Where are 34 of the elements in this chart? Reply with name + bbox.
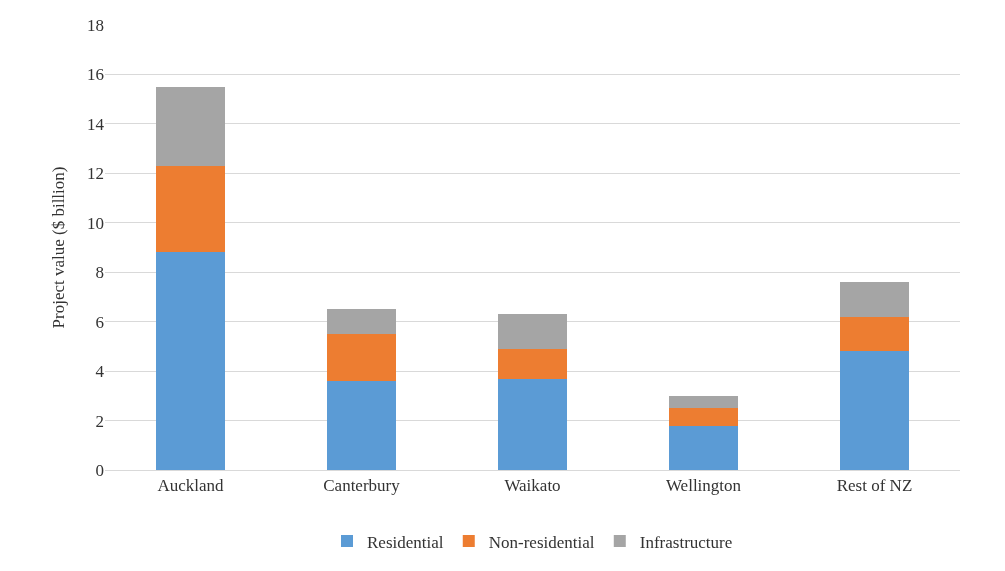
bar <box>156 252 225 470</box>
bar <box>498 378 567 470</box>
bar <box>669 408 738 426</box>
bar <box>327 334 396 381</box>
legend-label: Infrastructure <box>639 532 733 552</box>
x-tick-label: Waikato <box>504 476 561 496</box>
bar <box>840 316 909 352</box>
y-tick-label: 10 <box>87 213 104 233</box>
y-tick-label: 16 <box>87 65 104 85</box>
y-tick-label: 8 <box>95 263 104 283</box>
x-tick-label: Rest of NZ <box>836 476 913 496</box>
y-tick-label: 6 <box>95 312 104 332</box>
x-tick-label: Wellington <box>665 476 742 496</box>
x-tick-label: Canterbury <box>323 476 401 496</box>
bar <box>156 165 225 253</box>
y-axis-title: Project value ($ billion) <box>48 166 68 329</box>
y-tick-label: 2 <box>95 411 104 431</box>
y-tick-label: 12 <box>87 164 104 184</box>
legend-label: Residential <box>367 532 444 552</box>
bar <box>669 395 738 409</box>
bar <box>156 86 225 166</box>
y-tick-label: 14 <box>87 114 105 134</box>
y-tick-label: 18 <box>87 15 104 35</box>
bar <box>498 314 567 349</box>
bar <box>840 282 909 317</box>
bar <box>327 309 396 335</box>
legend-label: Non-residential <box>488 532 595 552</box>
x-tick-label: Auckland <box>157 476 225 496</box>
bar <box>327 381 396 470</box>
y-tick-label: 0 <box>95 460 104 480</box>
y-tick-label: 4 <box>95 362 105 382</box>
bar <box>669 425 738 470</box>
bar <box>840 351 909 470</box>
bar <box>498 348 567 379</box>
